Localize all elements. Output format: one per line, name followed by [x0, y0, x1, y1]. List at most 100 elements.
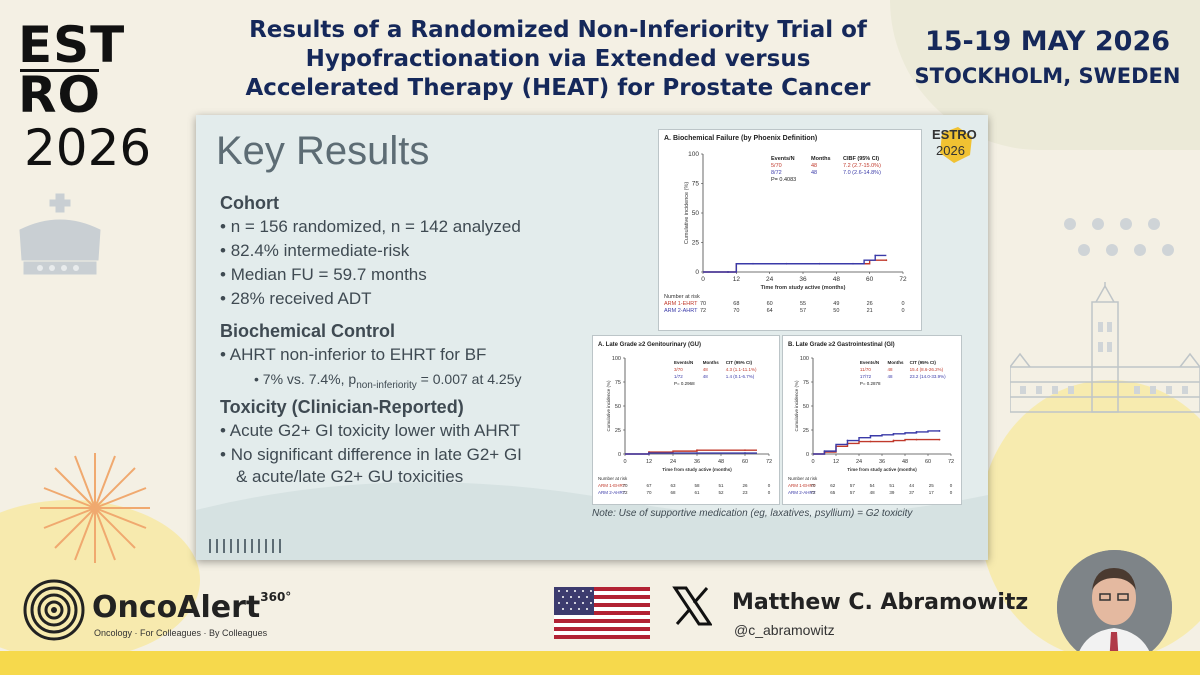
- y-tick-label: 0: [806, 452, 809, 458]
- y-axis-label: Cumulative incidence (%): [606, 380, 611, 432]
- risk-value: 70: [733, 308, 739, 314]
- risk-value: 64: [767, 308, 773, 314]
- series-line: [703, 259, 887, 273]
- risk-value: 68: [733, 301, 739, 307]
- estro-logo-year: 2026: [24, 119, 152, 177]
- series-point: [852, 262, 854, 265]
- y-tick-label: 100: [800, 356, 809, 362]
- bullet-item: • 28% received ADT: [220, 289, 372, 308]
- series-point: [648, 452, 650, 454]
- legend-ci: 7.2 (2.7-15.0%): [843, 163, 881, 169]
- risk-value: 57: [850, 490, 856, 495]
- event-date: 15-19 MAY 2026: [924, 26, 1171, 57]
- bullet-item: • Acute G2+ GI toxicity lower with AHRT: [220, 421, 520, 440]
- oncoalert-name: OncoAlert360°: [92, 590, 292, 625]
- x-axis-label: Time from study active (months): [761, 285, 846, 291]
- risk-value: 25: [929, 483, 935, 488]
- series-point: [938, 430, 941, 432]
- legend-header: Events/N: [860, 360, 879, 365]
- x-tick-label: 60: [925, 459, 931, 465]
- risk-value: 70: [646, 490, 652, 495]
- estro-2026-logo: ESTRO 2026: [18, 20, 188, 176]
- x-tick-label: 12: [646, 459, 652, 465]
- chart-title: A. Biochemical Failure (by Phoenix Defin…: [664, 135, 817, 142]
- risk-value: 70: [700, 301, 706, 307]
- oncoalert-rings-icon: [23, 579, 85, 641]
- x-axis-label: Time from study active (months): [662, 467, 732, 472]
- legend-header: CIT (95% CI): [726, 360, 753, 365]
- person-portrait-icon: [1057, 550, 1172, 665]
- x-tick-label: 36: [879, 459, 885, 465]
- legend-months: 48: [888, 374, 894, 379]
- risk-row-name: ARM 2-AHRT: [664, 308, 698, 314]
- y-tick-label: 75: [692, 181, 700, 188]
- risk-table-label: Number at risk: [788, 476, 818, 481]
- bullet-item: • 82.4% intermediate-risk: [220, 241, 410, 260]
- series-point: [752, 262, 754, 265]
- legend-months: 48: [703, 374, 709, 379]
- bullet-item: • Median FU = 59.7 months: [220, 265, 427, 284]
- series-point: [869, 440, 872, 443]
- legend-ci: 23.2 (14.0-33.9%): [910, 374, 947, 379]
- risk-value: 72: [810, 490, 816, 495]
- series-point: [915, 438, 918, 441]
- series-line: [813, 438, 940, 455]
- legend-events: 11/70: [860, 367, 871, 372]
- chart-panel-late-gi: B. Late Grade ≥2 Gastrointestinal (GI) 0 2…: [782, 335, 962, 505]
- bg-blob-yellow-bottom-left: [0, 500, 200, 660]
- risk-value: 51: [889, 483, 895, 488]
- risk-table-label: Number at risk: [598, 476, 628, 481]
- series-point: [892, 439, 895, 442]
- risk-value: 0: [950, 490, 953, 495]
- y-tick-label: 25: [692, 240, 700, 247]
- risk-value: 39: [889, 490, 895, 495]
- avatar: [1057, 550, 1172, 665]
- risk-value: 0: [768, 490, 771, 495]
- risk-table-label: Number at risk: [664, 294, 700, 300]
- x-tick-label: 12: [733, 276, 741, 283]
- y-tick-label: 25: [803, 428, 809, 434]
- risk-value: 54: [870, 483, 876, 488]
- bullet-item: • AHRT non-inferior to EHRT for BF: [220, 345, 487, 364]
- risk-value: 0: [901, 301, 904, 307]
- legend-ci: 15.4 (8.6-26.2%): [910, 367, 944, 372]
- y-tick-label: 75: [803, 380, 809, 386]
- us-flag-icon: [554, 587, 650, 639]
- chart-title: A. Late Grade ≥2 Genitourinary (GU): [598, 342, 701, 348]
- legend-header: Months: [811, 156, 831, 162]
- legend-events: 17/72: [860, 374, 872, 379]
- risk-value: 70: [810, 483, 816, 488]
- x-tick-label: 0: [701, 276, 705, 283]
- crown-icon: [19, 193, 101, 275]
- risk-value: 57: [850, 483, 856, 488]
- risk-value: 65: [830, 490, 836, 495]
- legend-events: 5/70: [771, 163, 782, 169]
- x-tick-label: 0: [623, 459, 626, 465]
- series-line: [813, 430, 940, 455]
- risk-value: 68: [670, 490, 676, 495]
- x-tick-label: 48: [833, 276, 841, 283]
- risk-value: 17: [929, 490, 935, 495]
- bullet-item-continued: & acute/late G2+ GU toxicities: [236, 467, 464, 486]
- section-title-cohort: Cohort: [220, 193, 279, 213]
- legend-header: Months: [888, 360, 904, 365]
- chart-title: B. Late Grade ≥2 Gastrointestinal (GI): [788, 342, 895, 348]
- barcode-decoration: [209, 539, 281, 553]
- chart-late-gu: A. Late Grade ≥2 Genitourinary (GU) 0 25 50…: [598, 342, 772, 495]
- series-point: [846, 439, 849, 442]
- oncoalert-tagline: Oncology · For Colleagues · By Colleague…: [94, 628, 268, 638]
- y-axis-label: Cumulative incidence (%): [684, 182, 690, 245]
- risk-row-name: ARM 1-EHRT: [598, 483, 626, 488]
- risk-value: 60: [767, 301, 773, 307]
- series-point: [727, 271, 729, 273]
- series-point: [696, 452, 698, 454]
- risk-value: 50: [833, 308, 839, 314]
- risk-value: 72: [700, 308, 706, 314]
- x-tick-label: 36: [799, 276, 807, 283]
- dots-decoration: [1064, 218, 1174, 256]
- p-value: P= 0.4083: [771, 177, 796, 183]
- oncoalert-logo[interactable]: OncoAlert360° Oncology · For Colleagues …: [22, 578, 322, 648]
- x-logo-icon[interactable]: [672, 586, 712, 626]
- author-handle[interactable]: @c_abramowitz: [734, 622, 835, 638]
- risk-value: 26: [742, 483, 748, 488]
